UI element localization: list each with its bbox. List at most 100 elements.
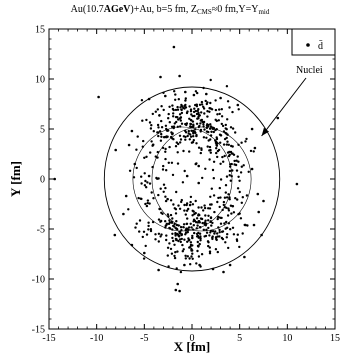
data-point — [225, 206, 228, 209]
data-point — [201, 221, 204, 225]
data-point — [209, 231, 212, 234]
data-point — [145, 186, 148, 189]
data-point — [238, 245, 241, 249]
x-tick-label: 5 — [237, 333, 242, 344]
data-point — [196, 240, 199, 244]
data-point — [225, 85, 229, 88]
data-point — [203, 204, 206, 207]
data-point — [165, 222, 169, 225]
data-point — [141, 235, 144, 239]
data-point — [157, 232, 161, 235]
data-point — [199, 130, 202, 133]
y-axis-label: Y [fm] — [8, 161, 23, 197]
data-point — [194, 128, 197, 131]
data-point — [210, 130, 213, 133]
data-point — [97, 95, 100, 99]
data-point — [197, 255, 201, 258]
data-point — [154, 238, 157, 241]
data-point — [173, 222, 176, 226]
data-point — [215, 151, 218, 155]
data-point — [180, 200, 183, 204]
data-point — [230, 212, 233, 215]
data-point — [225, 236, 228, 239]
data-point — [223, 196, 227, 199]
data-point — [230, 175, 233, 178]
data-point — [147, 224, 150, 228]
data-point — [214, 139, 217, 142]
x-axis-label: X [fm] — [174, 339, 210, 354]
data-point — [212, 130, 215, 134]
data-point — [198, 242, 201, 246]
data-point — [187, 239, 190, 242]
data-point — [206, 101, 209, 104]
data-point — [156, 177, 159, 180]
data-point — [157, 268, 160, 272]
data-point — [191, 203, 195, 206]
data-point — [227, 207, 230, 210]
data-point — [197, 111, 200, 115]
data-point — [179, 141, 182, 144]
data-point — [197, 181, 200, 185]
data-point — [156, 123, 160, 127]
data-point — [220, 122, 223, 126]
data-point — [209, 151, 212, 154]
data-point — [186, 240, 189, 243]
data-point — [173, 225, 176, 228]
data-point — [214, 108, 218, 112]
title-part-d: CMS — [197, 8, 212, 16]
data-point — [208, 145, 212, 149]
data-point — [188, 150, 191, 153]
data-point — [174, 251, 177, 254]
data-point — [186, 217, 189, 220]
data-point — [218, 228, 221, 232]
data-point — [232, 233, 236, 236]
data-point — [175, 238, 178, 241]
data-point — [191, 234, 194, 238]
data-point — [225, 175, 229, 178]
y-tick-label: 15 — [35, 25, 45, 36]
data-point — [225, 220, 228, 224]
data-point — [140, 182, 143, 185]
data-point — [154, 233, 157, 236]
data-point — [216, 250, 219, 254]
data-point — [231, 152, 234, 155]
data-point — [168, 105, 171, 109]
data-point — [192, 224, 195, 227]
data-point — [135, 148, 138, 151]
data-point — [162, 108, 165, 112]
data-point — [236, 233, 239, 236]
data-point — [231, 110, 234, 114]
data-point — [216, 113, 219, 116]
data-point — [219, 162, 222, 165]
data-point — [178, 207, 182, 210]
data-point — [198, 232, 202, 235]
data-point — [236, 187, 240, 190]
data-point — [189, 222, 192, 225]
data-point — [228, 198, 231, 201]
data-point — [160, 126, 164, 129]
data-point — [136, 135, 139, 138]
data-point — [222, 130, 226, 133]
data-point — [179, 125, 182, 128]
data-point — [130, 243, 134, 247]
data-point — [149, 127, 153, 130]
data-point — [165, 169, 168, 172]
data-point — [189, 263, 192, 266]
data-point — [212, 126, 215, 130]
data-point — [176, 108, 180, 111]
data-point — [164, 157, 167, 161]
data-point — [182, 248, 185, 251]
data-point — [185, 209, 189, 212]
data-point — [193, 219, 197, 223]
data-point — [172, 108, 175, 112]
data-point — [249, 149, 253, 153]
data-point — [164, 195, 167, 198]
data-point — [195, 133, 198, 137]
data-point — [177, 224, 180, 227]
data-point — [173, 90, 176, 93]
data-point — [221, 237, 225, 241]
data-point — [209, 134, 213, 137]
data-point — [225, 136, 228, 140]
data-point — [148, 121, 152, 124]
data-point — [239, 217, 243, 220]
